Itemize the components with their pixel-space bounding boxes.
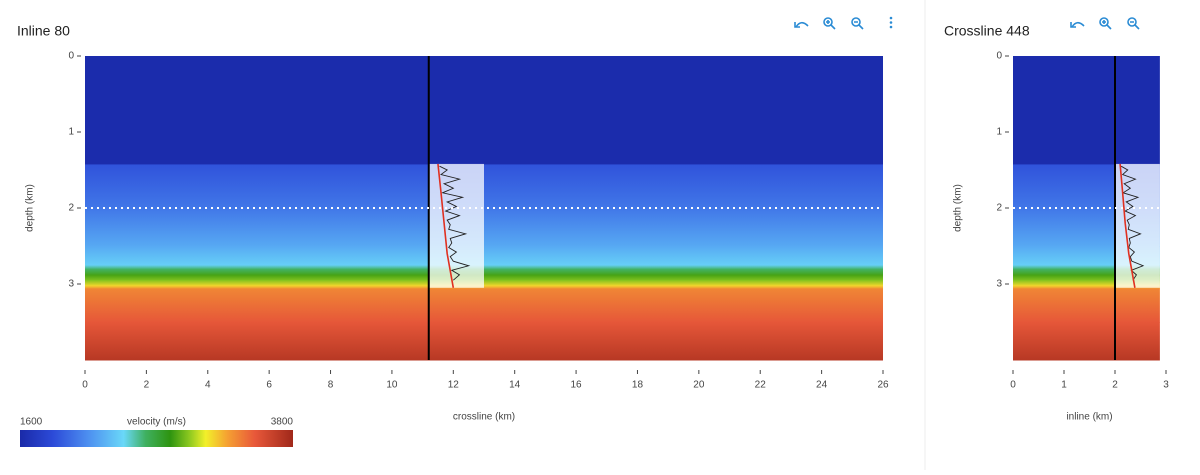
x-tick-label: 2 — [144, 380, 150, 391]
more-button[interactable] — [889, 16, 893, 29]
x-tick-label: 2 — [1112, 380, 1118, 391]
y-tick-label: 3 — [996, 279, 1002, 290]
velocity-band — [1013, 268, 1160, 276]
velocity-band — [1013, 274, 1160, 281]
x-tick-label: 20 — [693, 380, 705, 391]
x-axis-label: inline (km) — [1066, 412, 1112, 423]
zoom-in-button[interactable] — [1099, 17, 1112, 30]
x-tick-label: 24 — [816, 380, 828, 391]
y-axis-label: depth (km) — [25, 184, 36, 232]
x-tick-label: 10 — [386, 380, 398, 391]
y-tick-label: 0 — [996, 51, 1002, 62]
well-log — [1120, 165, 1145, 281]
x-tick-label: 26 — [877, 380, 889, 391]
well-log — [439, 165, 471, 281]
velocity-band — [85, 56, 883, 165]
colorbar-tick-label: 3800 — [271, 417, 294, 428]
x-tick-label: 0 — [1010, 380, 1016, 391]
velocity-band — [1013, 288, 1160, 323]
x-tick-label: 22 — [755, 380, 767, 391]
chart-title: Inline 80 — [17, 23, 70, 39]
x-tick-label: 6 — [266, 380, 272, 391]
toolbar — [794, 16, 1140, 30]
x-tick-label: 0 — [82, 380, 88, 391]
x-tick-label: 16 — [571, 380, 583, 391]
y-tick-label: 2 — [996, 203, 1002, 214]
y-tick-label: 1 — [68, 127, 74, 138]
x-tick-label: 8 — [328, 380, 334, 391]
x-axis-label: crossline (km) — [453, 412, 515, 423]
colorbar-tick-label: 1600 — [20, 417, 43, 428]
zoom-in-button[interactable] — [823, 17, 836, 30]
x-tick-label: 4 — [205, 380, 211, 391]
y-tick-label: 0 — [68, 51, 74, 62]
velocity-band — [1013, 265, 1160, 270]
trend-line — [1119, 163, 1136, 288]
y-tick-label: 2 — [68, 203, 74, 214]
velocity-band — [1013, 280, 1160, 287]
x-tick-label: 14 — [509, 380, 521, 391]
x-tick-label: 12 — [448, 380, 460, 391]
zoom-out-button[interactable] — [851, 17, 864, 30]
undo-button[interactable] — [1070, 21, 1085, 28]
x-tick-label: 18 — [632, 380, 644, 391]
velocity-band — [85, 288, 883, 323]
trend-line — [437, 163, 455, 288]
velocity-band — [1013, 163, 1160, 166]
y-axis-label: depth (km) — [953, 184, 964, 232]
velocity-band — [85, 322, 883, 361]
zoom-out-button[interactable] — [1127, 17, 1140, 30]
y-tick-label: 1 — [996, 127, 1002, 138]
undo-button[interactable] — [794, 21, 809, 28]
velocity-band — [1013, 56, 1160, 165]
x-tick-label: 3 — [1163, 380, 1169, 391]
velocity-band — [1013, 322, 1160, 361]
well-panel — [428, 163, 484, 288]
velocity-band — [1013, 285, 1160, 290]
colorbar-label: velocity (m/s) — [127, 417, 186, 428]
x-tick-label: 1 — [1061, 380, 1067, 391]
colorbar — [20, 430, 293, 447]
y-tick-label: 3 — [68, 279, 74, 290]
chart-title: Crossline 448 — [944, 23, 1030, 39]
